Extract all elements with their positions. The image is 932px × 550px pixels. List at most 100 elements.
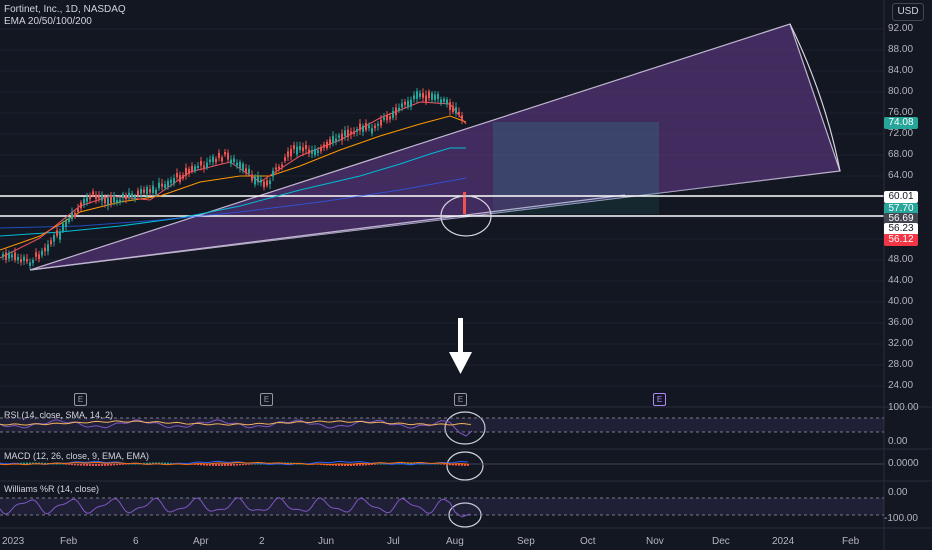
rsi-legend[interactable]: RSI (14, close, SMA, 14, 2) bbox=[4, 410, 114, 420]
candle bbox=[119, 199, 121, 203]
candle bbox=[158, 182, 160, 189]
price-label: 68.00 bbox=[888, 149, 914, 160]
candle bbox=[56, 230, 58, 236]
earnings-marker-future[interactable]: E bbox=[653, 393, 666, 406]
macd-bar bbox=[77, 464, 79, 466]
candle bbox=[113, 195, 115, 203]
macd-bar bbox=[62, 463, 64, 465]
price-tag-position-entry: 57.70 bbox=[884, 203, 918, 215]
candle bbox=[80, 202, 82, 209]
macd-bar bbox=[212, 464, 214, 466]
williams-axis-label: -100.00 bbox=[884, 513, 918, 524]
macd-bar bbox=[254, 463, 256, 465]
candle bbox=[50, 240, 52, 245]
candle bbox=[344, 130, 346, 136]
price-tag-current: 56.69 bbox=[884, 213, 918, 225]
macd-bar bbox=[353, 464, 355, 466]
earnings-marker[interactable]: E bbox=[260, 393, 273, 406]
price-tag-line-upper: 60.01 bbox=[884, 191, 918, 203]
candle bbox=[2, 254, 4, 257]
macd-bar bbox=[413, 462, 415, 465]
rsi-axis-label: 100.00 bbox=[888, 402, 919, 413]
candle bbox=[338, 135, 340, 138]
candle bbox=[92, 191, 94, 195]
candle bbox=[287, 151, 289, 157]
candle bbox=[212, 156, 214, 163]
macd-bar bbox=[266, 462, 268, 465]
candle bbox=[188, 168, 190, 174]
down-arrow-icon bbox=[449, 318, 472, 374]
candle bbox=[17, 257, 19, 261]
macd-bar bbox=[449, 464, 451, 466]
price-label: 24.00 bbox=[888, 380, 914, 391]
candle bbox=[314, 148, 316, 156]
candle bbox=[398, 107, 400, 111]
macd-bar bbox=[344, 464, 346, 466]
candle bbox=[311, 150, 313, 154]
macd-legend[interactable]: MACD (12, 26, close, 9, EMA, EMA) bbox=[4, 451, 150, 461]
macd-bar bbox=[59, 463, 61, 465]
macd-bar bbox=[233, 464, 235, 466]
price-label: 88.00 bbox=[888, 44, 914, 55]
candle bbox=[74, 212, 76, 217]
candle bbox=[89, 194, 91, 200]
candle bbox=[164, 184, 166, 188]
candle bbox=[29, 262, 31, 266]
macd-bar bbox=[86, 464, 88, 466]
candle bbox=[329, 139, 331, 145]
rsi-sma-line bbox=[0, 420, 472, 426]
macd-bar bbox=[23, 462, 25, 465]
macd-bar bbox=[467, 464, 469, 466]
candle bbox=[86, 197, 88, 202]
candle bbox=[200, 160, 202, 166]
candle bbox=[335, 138, 337, 142]
earnings-marker[interactable]: E bbox=[74, 393, 87, 406]
candle bbox=[11, 254, 13, 258]
macd-bar bbox=[95, 464, 97, 466]
candle bbox=[455, 107, 457, 114]
candle bbox=[341, 133, 343, 141]
symbol-title[interactable]: Fortinet, Inc., 1D, NASDAQ bbox=[4, 4, 126, 15]
candle bbox=[263, 181, 265, 188]
macd-bar bbox=[227, 464, 229, 466]
macd-bar bbox=[128, 463, 130, 465]
candle bbox=[233, 158, 235, 163]
candle bbox=[332, 135, 334, 143]
macd-bar bbox=[251, 464, 253, 465]
candle bbox=[170, 179, 172, 183]
candle bbox=[5, 252, 7, 260]
candle bbox=[38, 254, 40, 260]
long-position-target-zone[interactable] bbox=[493, 122, 659, 196]
candle bbox=[365, 123, 367, 131]
time-label: Aug bbox=[446, 536, 464, 547]
price-label: 64.00 bbox=[888, 170, 914, 181]
macd-axis-label: 0.0000 bbox=[888, 458, 919, 469]
macd-bar bbox=[242, 464, 244, 466]
highlight-circle-rsi[interactable] bbox=[444, 411, 486, 445]
currency-button[interactable]: USD bbox=[892, 3, 924, 21]
ema-legend[interactable]: EMA 20/50/100/200 bbox=[4, 16, 92, 27]
candle bbox=[380, 119, 382, 126]
macd-bar bbox=[464, 464, 466, 466]
candle bbox=[266, 180, 268, 186]
macd-bar bbox=[80, 464, 82, 466]
macd-bar bbox=[113, 464, 115, 466]
price-label: 92.00 bbox=[888, 23, 914, 34]
candle bbox=[284, 157, 286, 161]
highlight-circle-macd[interactable] bbox=[446, 451, 484, 481]
williams-legend[interactable]: Williams %R (14, close) bbox=[4, 484, 100, 494]
fan-drawing[interactable] bbox=[29, 23, 841, 271]
macd-bar bbox=[260, 463, 262, 465]
time-label: Oct bbox=[580, 536, 596, 547]
price-label: 76.00 bbox=[888, 107, 914, 118]
candle bbox=[386, 114, 388, 121]
candle bbox=[458, 111, 460, 115]
macd-bar bbox=[224, 464, 226, 466]
candle bbox=[128, 192, 130, 197]
long-position-stop-zone[interactable] bbox=[493, 196, 659, 214]
earnings-marker[interactable]: E bbox=[454, 393, 467, 406]
highlight-circle-price[interactable] bbox=[440, 195, 492, 237]
candle-gap-down bbox=[463, 192, 466, 214]
candle bbox=[194, 166, 196, 172]
